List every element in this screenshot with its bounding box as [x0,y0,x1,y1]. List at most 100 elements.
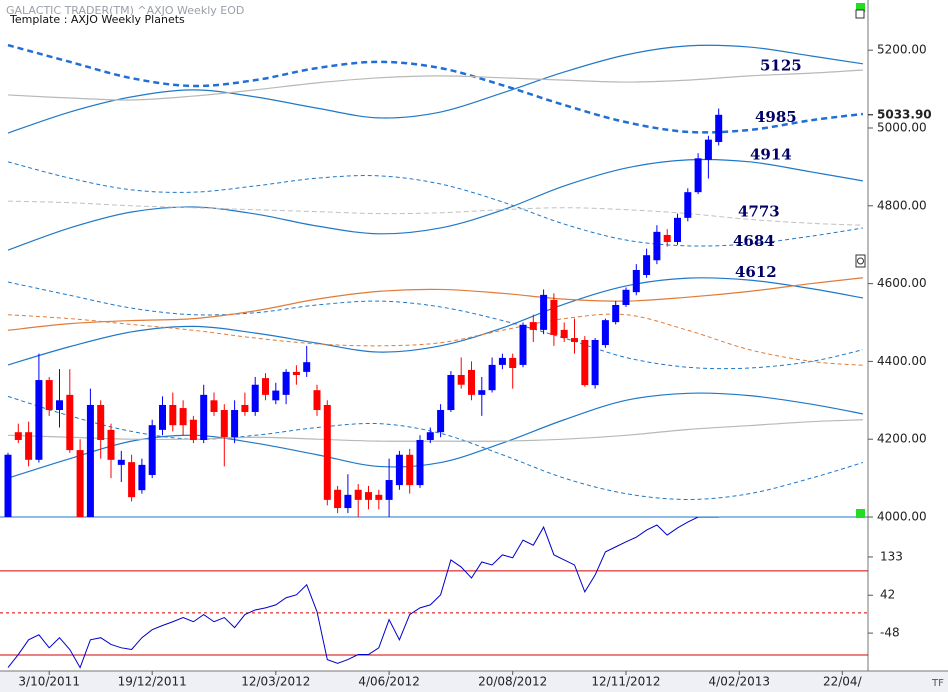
x-tick-label: 12/03/2012 [241,675,310,689]
candle-body [107,429,115,460]
candle-body [76,450,84,517]
x-tick-label: 12/11/2012 [591,675,660,689]
candle-body [313,390,321,411]
candle-body [447,375,455,411]
icon[interactable] [856,509,865,518]
corner-label[interactable]: TF [931,678,944,689]
planet-line [7,43,864,134]
candle-body [344,494,352,509]
candle-body [97,404,105,440]
candle-body [560,329,568,339]
candle-body [581,339,589,386]
candle-body [272,390,280,401]
x-tick-label: 20/08/2012 [478,675,547,689]
y2-tick-label: 133 [880,549,903,563]
y-tick-label: 5200.00 [877,43,927,57]
candle-body [354,489,362,500]
y-tick-label: 4000.00 [877,510,927,524]
icon[interactable] [855,9,865,19]
planet-line [7,313,863,366]
x-tick-label: 4/06/2012 [358,675,420,689]
candle-body [148,425,156,475]
candle-body [663,234,671,242]
indicator-panel [0,517,868,669]
candle-body [365,492,372,500]
icon[interactable] [855,254,866,268]
candle-body [643,255,651,276]
planet-line [7,277,864,366]
indicator-line [7,517,719,669]
price-panel [4,43,864,517]
candle-body [159,404,166,430]
candle-body [468,369,475,395]
candle-body [179,408,187,426]
candle-body [375,494,383,500]
candle-body [704,139,712,160]
candle-body [35,380,43,460]
icon [857,257,864,265]
y2-tick-label: 42 [880,588,895,602]
candle-body [200,394,208,440]
candle-body [241,404,249,412]
x-tick-label: 22/04/ [823,675,863,689]
candle-body [56,400,63,411]
candle-body [601,320,609,346]
candle-body [694,158,702,193]
y-tick-label: 4400.00 [877,354,927,368]
planet-line [7,277,863,331]
candle-body [540,294,548,330]
candle-body [457,375,465,385]
candle-body [189,419,197,440]
candle-body [334,489,342,509]
level-label: 4684 [733,232,775,250]
candle-body [220,410,228,438]
candle-body [674,217,681,242]
x-tick-label: 3/10/2011 [18,675,80,689]
candle-body [66,394,74,451]
candle-body [323,404,331,500]
planet-line [7,161,863,247]
candle-body [395,454,403,486]
candle-body [715,114,723,142]
chart-title: GALACTIC TRADER(TM) ^AXJO Weekly EOD [6,4,244,17]
candle-body [612,304,620,323]
candle-body [488,364,496,391]
candle-body [519,324,527,365]
candle-body [128,462,136,498]
candle-body [292,371,300,376]
candle-body [437,410,445,433]
planet-line [7,158,864,251]
level-label: 4773 [738,202,780,220]
candle-body [632,269,640,293]
date-axis-bar [0,671,948,692]
candle-body [86,404,94,517]
candle-body [169,404,177,426]
candle-body [262,378,269,395]
candle-body [550,299,558,335]
candle-body [529,322,537,330]
candle-body [571,338,578,342]
planet-line [7,44,863,134]
candle-body [117,459,125,465]
candle-body [251,384,259,412]
candle-body [138,464,146,491]
candle-body [231,410,239,438]
candle-body [426,432,434,440]
candle-body [282,371,290,395]
candle-body [25,432,33,460]
candle-body [303,362,311,372]
candle-body [622,289,630,305]
candle-body [509,357,517,369]
level-label: 4612 [735,263,777,281]
candle-body [210,400,218,412]
planet-line [7,69,863,101]
candle-body [385,480,393,500]
planet-line [7,200,863,226]
level-label: 5125 [760,56,802,74]
candle-body [498,357,506,365]
y-tick-label: 4200.00 [877,432,927,446]
icon[interactable] [856,3,865,12]
y-tick-label: 4800.00 [877,198,927,212]
x-tick-label: 19/12/2011 [118,675,187,689]
